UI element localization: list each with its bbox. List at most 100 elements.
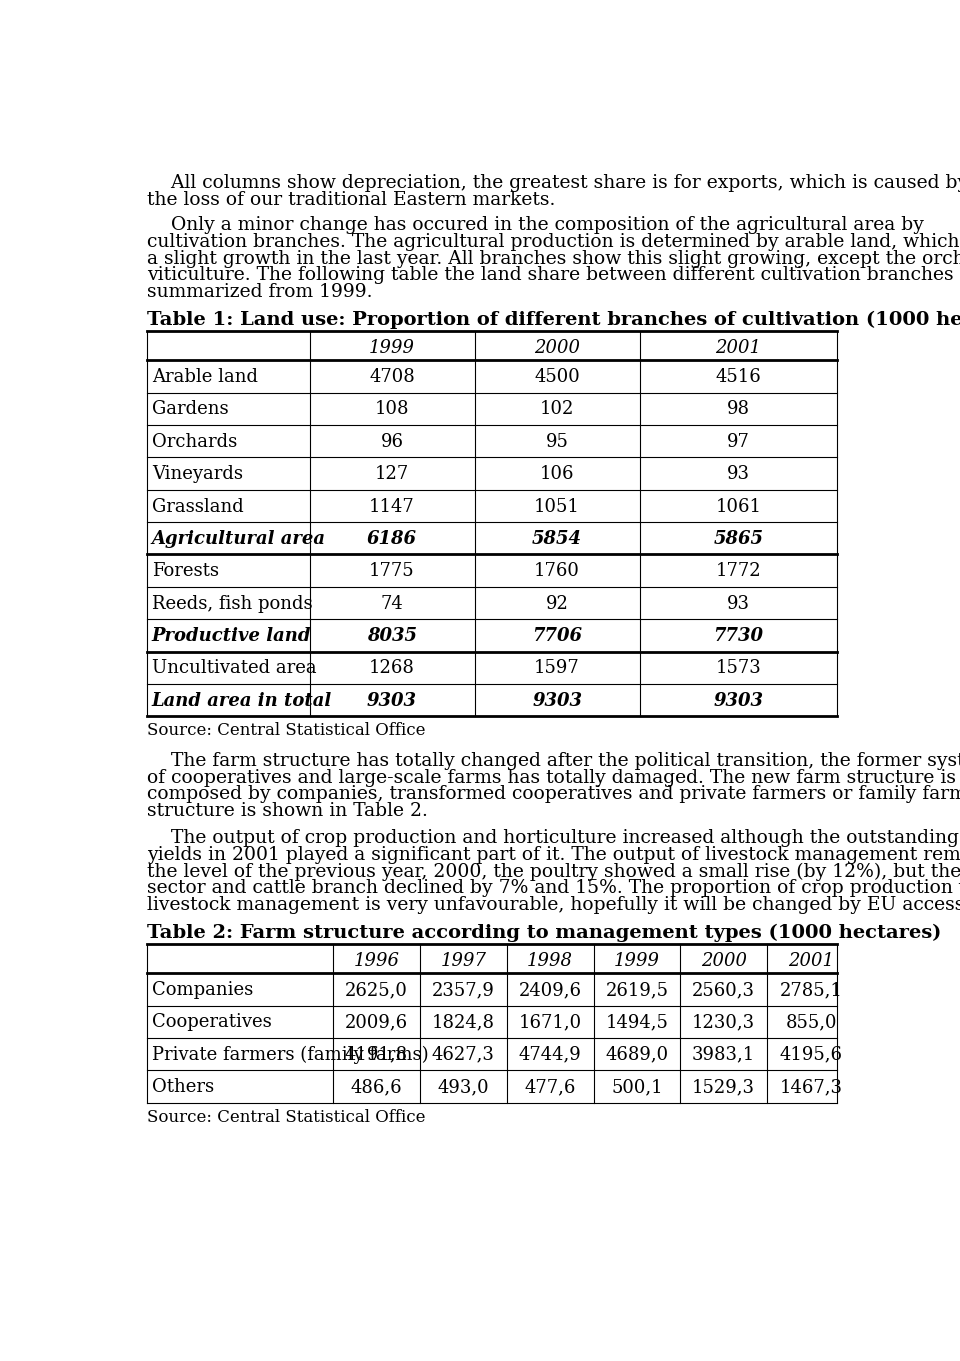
Text: Vineyards: Vineyards (152, 465, 243, 483)
Text: Orchards: Orchards (152, 433, 237, 450)
Text: 4689,0: 4689,0 (606, 1045, 668, 1064)
Text: 74: 74 (381, 595, 403, 612)
Text: 1996: 1996 (353, 951, 399, 970)
Text: Productive land: Productive land (152, 627, 311, 645)
Text: 2001: 2001 (788, 951, 834, 970)
Text: the level of the previous year, 2000, the poultry showed a small rise (by 12%), : the level of the previous year, 2000, th… (147, 863, 960, 881)
Text: 108: 108 (374, 400, 409, 418)
Text: structure is shown in Table 2.: structure is shown in Table 2. (147, 803, 428, 821)
Text: composed by companies, transformed cooperatives and private farmers or family fa: composed by companies, transformed coope… (147, 785, 960, 803)
Text: 6186: 6186 (367, 529, 417, 548)
Text: 7706: 7706 (532, 627, 582, 645)
Text: a slight growth in the last year. All branches show this slight growing, except : a slight growth in the last year. All br… (147, 249, 960, 268)
Text: 4627,3: 4627,3 (432, 1045, 494, 1064)
Text: livestock management is very unfavourable, hopefully it will be changed by EU ac: livestock management is very unfavourabl… (147, 897, 960, 915)
Text: 2785,1: 2785,1 (780, 981, 843, 999)
Text: Table 1: Land use: Proportion of different branches of cultivation (1000 hectare: Table 1: Land use: Proportion of differe… (147, 312, 960, 329)
Text: 1061: 1061 (715, 498, 761, 516)
Text: 2409,6: 2409,6 (518, 981, 582, 999)
Text: Reeds, fish ponds: Reeds, fish ponds (152, 595, 312, 612)
Text: Land area in total: Land area in total (152, 691, 332, 709)
Text: Cooperatives: Cooperatives (152, 1014, 272, 1032)
Text: 2009,6: 2009,6 (345, 1014, 408, 1032)
Text: 2357,9: 2357,9 (432, 981, 494, 999)
Text: 1230,3: 1230,3 (692, 1014, 756, 1032)
Text: 92: 92 (545, 595, 568, 612)
Text: of cooperatives and large-scale farms has totally damaged. The new farm structur: of cooperatives and large-scale farms ha… (147, 769, 956, 787)
Text: 1997: 1997 (441, 951, 487, 970)
Text: 477,6: 477,6 (524, 1078, 576, 1096)
Text: Uncultivated area: Uncultivated area (152, 659, 317, 678)
Text: Others: Others (152, 1078, 214, 1096)
Text: The output of crop production and horticulture increased although the outstandin: The output of crop production and hortic… (147, 829, 959, 847)
Text: 855,0: 855,0 (785, 1014, 837, 1032)
Text: yields in 2001 played a significant part of it. The output of livestock manageme: yields in 2001 played a significant part… (147, 845, 960, 863)
Text: 93: 93 (727, 465, 750, 483)
Text: 95: 95 (545, 433, 568, 450)
Text: 98: 98 (727, 400, 750, 418)
Text: 97: 97 (727, 433, 750, 450)
Text: Companies: Companies (152, 981, 253, 999)
Text: Gardens: Gardens (152, 400, 228, 418)
Text: 1494,5: 1494,5 (606, 1014, 668, 1032)
Text: Source: Central Statistical Office: Source: Central Statistical Office (147, 723, 425, 739)
Text: Table 2: Farm structure according to management types (1000 hectares): Table 2: Farm structure according to man… (147, 924, 942, 942)
Text: 493,0: 493,0 (438, 1078, 490, 1096)
Text: 3983,1: 3983,1 (692, 1045, 756, 1064)
Text: Source: Central Statistical Office: Source: Central Statistical Office (147, 1109, 425, 1126)
Text: All columns show depreciation, the greatest share is for exports, which is cause: All columns show depreciation, the great… (147, 174, 960, 192)
Text: 96: 96 (380, 433, 403, 450)
Text: 1999: 1999 (614, 951, 660, 970)
Text: 500,1: 500,1 (612, 1078, 662, 1096)
Text: 4195,6: 4195,6 (780, 1045, 843, 1064)
Text: 1597: 1597 (534, 659, 580, 678)
Text: 4708: 4708 (370, 367, 415, 387)
Text: 1467,3: 1467,3 (780, 1078, 843, 1096)
Text: the loss of our traditional Eastern markets.: the loss of our traditional Eastern mark… (147, 191, 556, 210)
Text: 1824,8: 1824,8 (432, 1014, 494, 1032)
Text: 9303: 9303 (713, 691, 763, 709)
Text: The farm structure has totally changed after the political transition, the forme: The farm structure has totally changed a… (147, 751, 960, 769)
Text: 2000: 2000 (534, 339, 580, 357)
Text: summarized from 1999.: summarized from 1999. (147, 283, 372, 301)
Text: 4516: 4516 (715, 367, 761, 387)
Text: 2000: 2000 (701, 951, 747, 970)
Text: sector and cattle branch declined by 7% and 15%. The proportion of crop producti: sector and cattle branch declined by 7% … (147, 879, 960, 897)
Text: 1573: 1573 (715, 659, 761, 678)
Text: Forests: Forests (152, 562, 219, 580)
Text: 2625,0: 2625,0 (345, 981, 408, 999)
Text: 2560,3: 2560,3 (692, 981, 756, 999)
Text: cultivation branches. The agricultural production is determined by arable land, : cultivation branches. The agricultural p… (147, 233, 960, 250)
Text: 5865: 5865 (713, 529, 763, 548)
Text: Arable land: Arable land (152, 367, 258, 387)
Text: Grassland: Grassland (152, 498, 244, 516)
Text: 486,6: 486,6 (350, 1078, 402, 1096)
Text: 4500: 4500 (534, 367, 580, 387)
Text: 1775: 1775 (370, 562, 415, 580)
Text: 127: 127 (375, 465, 409, 483)
Text: 9303: 9303 (532, 691, 582, 709)
Text: 1529,3: 1529,3 (692, 1078, 756, 1096)
Text: 106: 106 (540, 465, 574, 483)
Text: 102: 102 (540, 400, 574, 418)
Text: 1268: 1268 (369, 659, 415, 678)
Text: 2619,5: 2619,5 (606, 981, 668, 999)
Text: 1998: 1998 (527, 951, 573, 970)
Text: 1999: 1999 (369, 339, 415, 357)
Text: 1671,0: 1671,0 (518, 1014, 582, 1032)
Text: Agricultural area: Agricultural area (152, 529, 325, 548)
Text: 1760: 1760 (534, 562, 580, 580)
Text: 1147: 1147 (370, 498, 415, 516)
Text: 4191,8: 4191,8 (345, 1045, 408, 1064)
Text: 4744,9: 4744,9 (518, 1045, 582, 1064)
Text: viticulture. The following table the land share between different cultivation br: viticulture. The following table the lan… (147, 267, 960, 284)
Text: 93: 93 (727, 595, 750, 612)
Text: Private farmers (family farms): Private farmers (family farms) (152, 1045, 428, 1064)
Text: 7730: 7730 (713, 627, 763, 645)
Text: 1051: 1051 (534, 498, 580, 516)
Text: 1772: 1772 (715, 562, 761, 580)
Text: Only a minor change has occured in the composition of the agricultural area by: Only a minor change has occured in the c… (147, 215, 924, 234)
Text: 2001: 2001 (715, 339, 761, 357)
Text: 5854: 5854 (532, 529, 582, 548)
Text: 9303: 9303 (367, 691, 417, 709)
